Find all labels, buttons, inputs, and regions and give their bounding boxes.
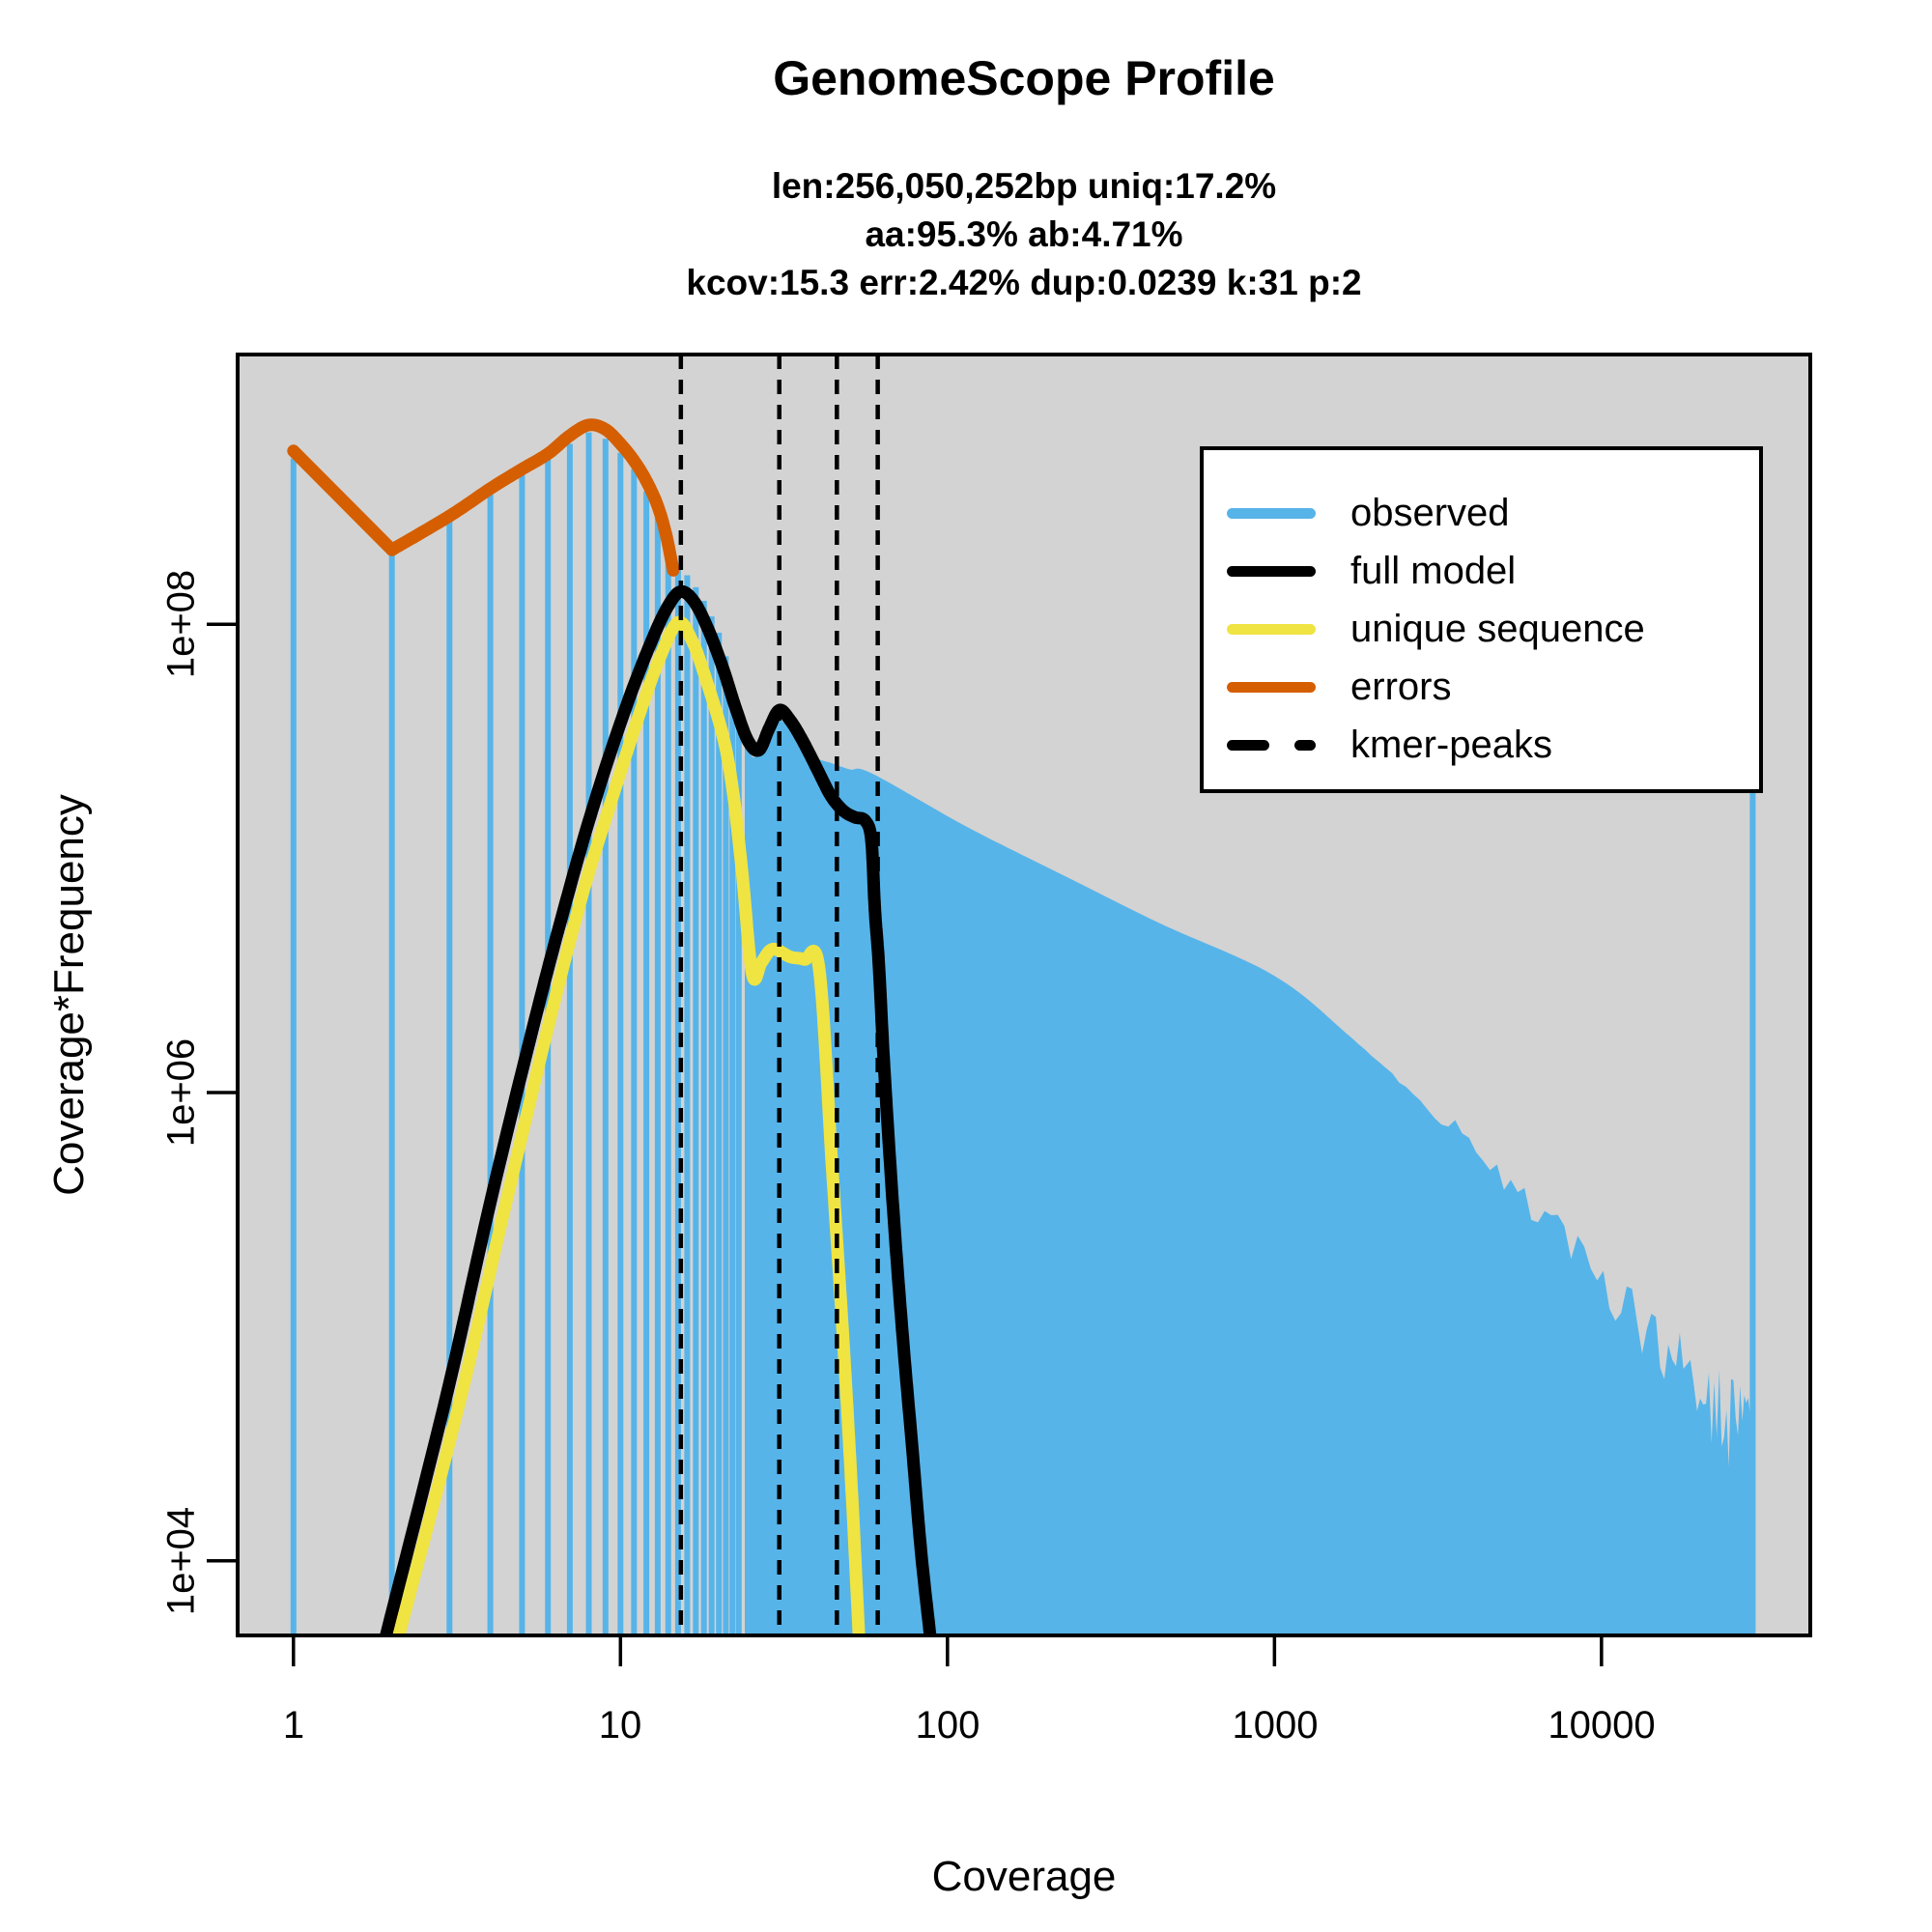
legend: observed full model unique sequence erro… <box>1200 446 1763 793</box>
x-tick-100: 100 <box>915 1704 980 1747</box>
y-tick-1e04: 1e+04 <box>159 1506 203 1616</box>
x-tick-10000: 10000 <box>1548 1704 1656 1747</box>
legend-label: unique sequence <box>1350 607 1645 650</box>
unique-sequence-curve <box>392 615 866 1635</box>
legend-item-full-model: full model <box>1204 542 1759 600</box>
unique-sequence-line-swatch <box>1227 623 1316 635</box>
x-tick-1: 1 <box>282 1704 305 1747</box>
y-tick-1e08: 1e+08 <box>159 569 203 679</box>
subtitle-model-stats: kcov:15.3 err:2.42% dup:0.0239 k:31 p:2 <box>686 263 1362 302</box>
x-axis-label: Coverage <box>931 1853 1117 1900</box>
errors-curve <box>385 418 680 577</box>
full-model-line-swatch <box>1227 565 1316 577</box>
observed-line-swatch <box>1227 507 1316 519</box>
legend-item-unique-sequence: unique sequence <box>1204 600 1759 658</box>
legend-label: errors <box>1350 665 1452 708</box>
legend-label: full model <box>1350 549 1517 592</box>
errors-line-swatch <box>1227 681 1316 693</box>
y-axis-label: Coverage*Frequency <box>45 794 93 1196</box>
legend-label: observed <box>1350 491 1510 534</box>
observed-envelope <box>745 720 1755 1635</box>
plot-area <box>287 355 1756 1635</box>
page-title: GenomeScope Profile <box>773 51 1275 105</box>
x-tick-1000: 1000 <box>1232 1704 1319 1747</box>
errors-curve <box>287 444 399 556</box>
legend-label: kmer-peaks <box>1350 723 1552 766</box>
subtitle-genome-stats: len:256,050,252bp uniq:17.2% <box>771 166 1277 206</box>
y-tick-1e06: 1e+06 <box>159 1037 203 1148</box>
subtitle-homozygosity-stats: aa:95.3% ab:4.71% <box>865 214 1183 254</box>
full-model-curve <box>380 584 937 1635</box>
legend-item-observed: observed <box>1204 484 1759 542</box>
legend-item-errors: errors <box>1204 658 1759 716</box>
plot-border <box>236 353 1812 1637</box>
x-tick-10: 10 <box>598 1704 642 1747</box>
kmer-peaks-dashed-swatch <box>1227 739 1316 751</box>
legend-item-kmer-peaks: kmer-peaks <box>1204 716 1759 774</box>
